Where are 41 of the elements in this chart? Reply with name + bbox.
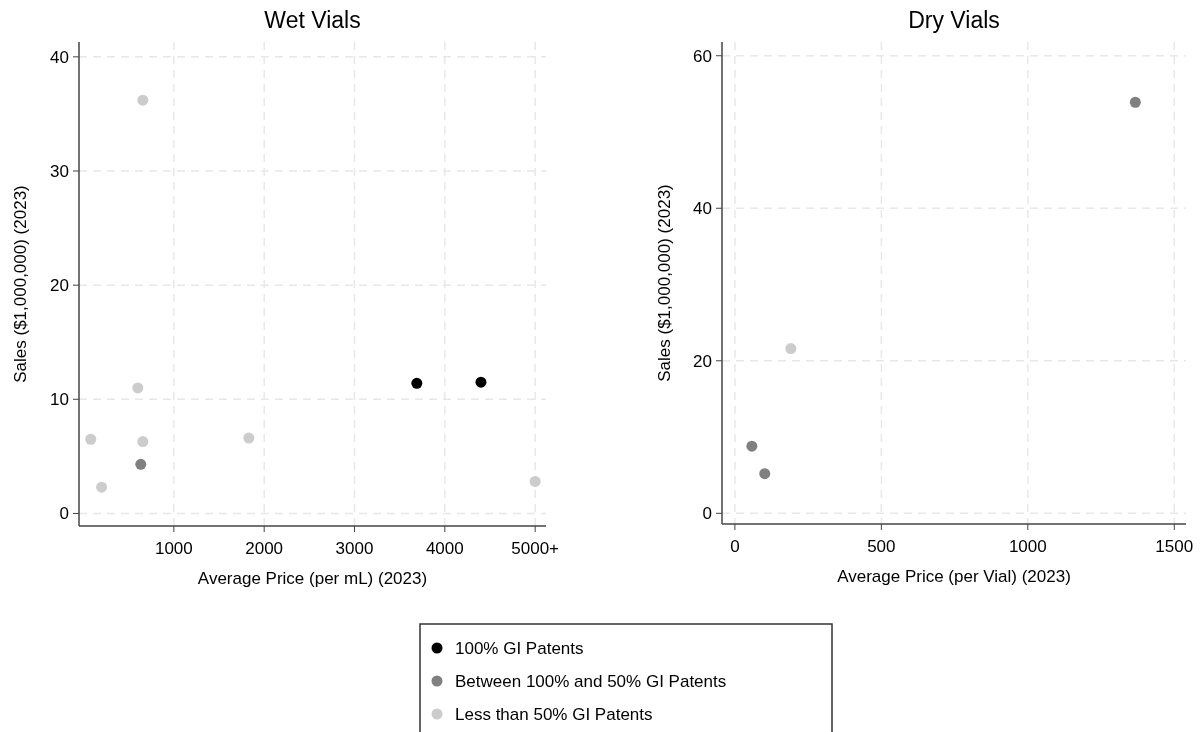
chart-title: Wet Vials <box>264 7 361 33</box>
y-tick-label: 60 <box>693 46 712 66</box>
x-tick-label: 1000 <box>154 539 193 558</box>
point <box>759 468 771 480</box>
legend-label: Between 100% and 50% GI Patents <box>455 672 727 691</box>
x-axis-title: Average Price (per mL) (2023) <box>197 569 428 588</box>
legend-label: 100% GI Patents <box>455 639 584 658</box>
y-tick-label: 30 <box>50 161 69 181</box>
point <box>1129 96 1141 108</box>
x-tick-label: 5000+ <box>511 539 560 558</box>
y-tick-label: 40 <box>50 47 69 67</box>
point <box>137 436 149 448</box>
point <box>746 440 758 452</box>
point <box>243 432 255 444</box>
x-tick-label: 1500 <box>1155 537 1194 556</box>
y-axis-title: Sales ($1,000,000) (2023) <box>654 184 674 382</box>
legend-label: Less than 50% GI Patents <box>455 705 653 724</box>
x-tick-label: 1000 <box>1008 537 1047 556</box>
y-tick-label: 0 <box>702 504 712 524</box>
y-axis-title: Sales ($1,000,000) (2023) <box>10 185 30 383</box>
y-tick-label: 20 <box>693 351 712 371</box>
point <box>85 433 97 445</box>
x-tick-label: 4000 <box>425 539 464 558</box>
point <box>475 376 487 388</box>
point <box>137 94 149 106</box>
y-tick-label: 10 <box>50 390 69 410</box>
x-tick-label: 0 <box>730 537 740 556</box>
y-tick-label: 40 <box>693 199 712 219</box>
y-tick-label: 20 <box>50 276 69 296</box>
x-tick-label: 3000 <box>335 539 374 558</box>
x-axis-title: Average Price (per Vial) (2023) <box>837 567 1071 586</box>
y-tick-label: 0 <box>59 504 69 524</box>
point <box>135 458 147 470</box>
x-tick-label: 500 <box>867 537 896 556</box>
point <box>529 475 541 487</box>
point <box>411 377 423 389</box>
point <box>132 382 144 394</box>
point <box>96 481 108 493</box>
point <box>785 343 797 355</box>
x-tick-label: 2000 <box>245 539 284 558</box>
chart-title: Dry Vials <box>908 7 1000 33</box>
